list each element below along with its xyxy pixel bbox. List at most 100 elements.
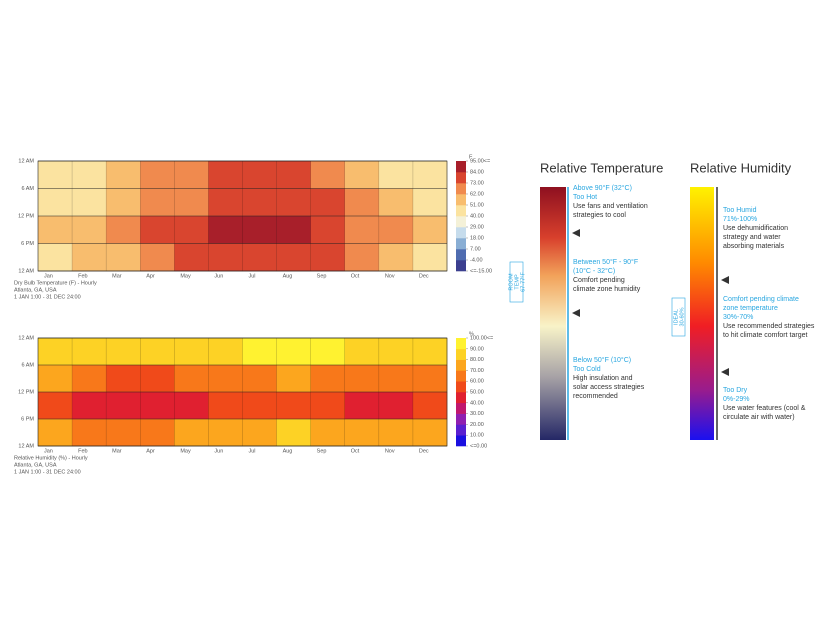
colorbar-band bbox=[456, 172, 466, 184]
colorbar-tick-label: 40.00 bbox=[470, 213, 484, 219]
section-text: solar access strategies bbox=[573, 384, 645, 391]
heat-cell bbox=[174, 419, 209, 447]
x-tick-label: Aug bbox=[283, 448, 293, 454]
legend-title: Relative Temperature bbox=[540, 160, 663, 175]
heat-cell bbox=[140, 161, 175, 189]
heat-cell bbox=[208, 392, 243, 420]
x-tick-label: Jan bbox=[44, 273, 53, 279]
caption: 1 JAN 1:00 - 31 DEC 24:00 bbox=[14, 469, 81, 475]
section-heading: Too Dry bbox=[723, 387, 748, 394]
colorbar-band bbox=[456, 392, 466, 404]
heat-cell bbox=[208, 161, 243, 189]
colorbar-band bbox=[456, 381, 466, 393]
heat-cell bbox=[310, 161, 346, 189]
heat-cell bbox=[378, 216, 414, 244]
heat-cell bbox=[72, 365, 107, 393]
heat-cell bbox=[344, 419, 380, 447]
temperature-gradient bbox=[540, 187, 566, 440]
heat-cell bbox=[242, 392, 277, 420]
heat-cell bbox=[378, 161, 414, 189]
x-tick-label: Sep bbox=[317, 273, 327, 279]
y-tick-label: 12 PM bbox=[18, 389, 34, 395]
heat-cell bbox=[106, 338, 141, 366]
colorbar-band bbox=[456, 227, 466, 239]
x-tick-label: Jun bbox=[214, 448, 223, 454]
arrow bbox=[572, 229, 580, 237]
heat-cell bbox=[72, 161, 107, 189]
section-heading: Too Humid bbox=[723, 207, 757, 214]
x-tick-label: Jul bbox=[249, 273, 256, 279]
heat-cell bbox=[174, 365, 209, 393]
heat-cell bbox=[72, 188, 107, 217]
heat-cell bbox=[276, 419, 311, 447]
section-text: Use dehumidification bbox=[723, 225, 788, 232]
section-text: Use water features (cool & bbox=[723, 405, 806, 412]
heat-cell bbox=[106, 243, 141, 272]
heat-cell bbox=[378, 392, 414, 420]
y-tick-label: 6 AM bbox=[21, 186, 34, 192]
caption: Atlanta, GA, USA bbox=[14, 462, 57, 468]
caption: Relative Humidity (%) - Hourly bbox=[14, 455, 88, 461]
colorbar-tick-label: 70.00 bbox=[470, 368, 484, 374]
arrow bbox=[721, 368, 729, 376]
section-text: to hit climate comfort target bbox=[723, 332, 807, 339]
x-tick-label: Feb bbox=[78, 273, 87, 279]
range-box bbox=[671, 297, 686, 337]
heat-cell bbox=[276, 243, 311, 272]
heat-cell bbox=[310, 392, 346, 420]
colorbar-band bbox=[456, 183, 466, 195]
heat-cell bbox=[140, 365, 175, 393]
x-tick-label: Jun bbox=[214, 273, 223, 279]
section-heading: 0%-29% bbox=[723, 396, 749, 403]
heat-cell bbox=[208, 419, 243, 447]
range-label: TEMP bbox=[514, 274, 520, 290]
heat-cell bbox=[140, 392, 175, 420]
colorbar-tick-label: 29.00 bbox=[470, 224, 484, 230]
section-text: climate zone humidity bbox=[573, 286, 641, 293]
heat-cell bbox=[276, 392, 311, 420]
heat-cell bbox=[242, 243, 277, 272]
colorbar-band bbox=[456, 238, 466, 250]
colorbar-tick-label: 100.00<= bbox=[470, 335, 493, 341]
heat-cell bbox=[242, 419, 277, 447]
heat-cell bbox=[38, 365, 73, 393]
heat-cell bbox=[344, 338, 380, 366]
colorbar-tick-label: 95.00<= bbox=[470, 158, 490, 164]
section-heading: 30%-70% bbox=[723, 314, 753, 321]
heat-cell bbox=[412, 216, 448, 244]
plot-frame bbox=[37, 160, 448, 272]
colorbar-tick-label: <=-15.00 bbox=[470, 268, 492, 274]
heat-cell bbox=[276, 365, 311, 393]
heat-cell bbox=[38, 243, 73, 272]
colorbar-band bbox=[456, 216, 466, 228]
x-tick-label: Dec bbox=[419, 448, 429, 454]
y-tick-label: 12 AM bbox=[18, 443, 34, 449]
heat-cell bbox=[378, 243, 414, 272]
heat-cell bbox=[174, 161, 209, 189]
colorbar-tick-label: 7.00 bbox=[470, 246, 481, 252]
heat-cell bbox=[38, 419, 73, 447]
caption: 1 JAN 1:00 - 31 DEC 24:00 bbox=[14, 294, 81, 300]
heat-cell bbox=[140, 188, 175, 217]
x-tick-label: Feb bbox=[78, 448, 87, 454]
range-label: 67-77°F bbox=[520, 272, 526, 292]
section-text: Comfort pending bbox=[573, 277, 625, 284]
section-text: strategy and water bbox=[723, 234, 781, 241]
heat-cell bbox=[174, 338, 209, 366]
heat-cell bbox=[38, 392, 73, 420]
heat-cell bbox=[412, 338, 448, 366]
heat-cell bbox=[242, 365, 277, 393]
heat-cell bbox=[174, 188, 209, 217]
heat-cell bbox=[38, 216, 73, 244]
heat-cell bbox=[106, 188, 141, 217]
colorbar-tick-label: 30.00 bbox=[470, 411, 484, 417]
colorbar-band bbox=[456, 359, 466, 371]
heat-cell bbox=[174, 216, 209, 244]
heat-cell bbox=[174, 243, 209, 272]
heat-cell bbox=[276, 338, 311, 366]
caption: Atlanta, GA, USA bbox=[14, 287, 57, 293]
colorbar-tick-label: 84.00 bbox=[470, 169, 484, 175]
colorbar-band bbox=[456, 205, 466, 217]
